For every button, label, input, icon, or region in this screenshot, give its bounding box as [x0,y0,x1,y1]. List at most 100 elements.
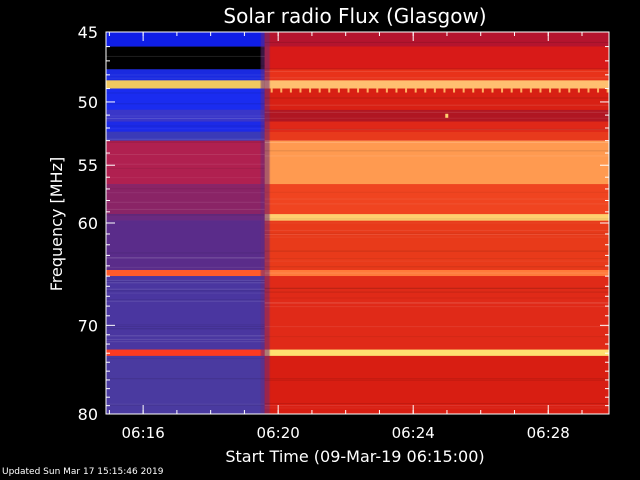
texture-streak [106,177,265,179]
band-after-12 [264,269,609,277]
interference-tick [414,88,417,93]
texture-streak [264,41,609,43]
texture-streak [106,192,265,194]
texture-streak [264,155,609,157]
band-after-14 [264,349,609,356]
texture-streak [106,128,265,130]
texture-streak [106,65,265,67]
interference-tick [376,88,379,93]
interference-tick [539,88,542,93]
texture-streak [264,128,609,130]
spike-feature [445,113,449,118]
band-before-2 [106,69,265,81]
texture-streak [106,335,265,337]
texture-streak [264,297,609,299]
texture-streak [106,115,265,117]
interference-tick [424,88,427,93]
band-before-14 [106,349,265,356]
texture-streak [264,104,609,106]
band-before-7 [106,131,265,141]
band-after-5 [264,109,609,122]
interference-tick [347,88,350,93]
interference-tick [453,88,456,93]
texture-streak [106,208,265,210]
texture-streak [264,129,609,131]
band-before-12 [106,269,265,277]
interference-tick [501,88,504,93]
texture-streak [264,287,609,289]
interference-tick [568,88,571,93]
interference-tick [318,88,321,93]
texture-streak [264,272,609,274]
interference-tick [597,88,600,93]
y-tick-label: 50 [78,93,98,112]
texture-streak [106,338,265,340]
band-after-3 [264,80,609,89]
x-tick-label: 06:20 [257,424,300,442]
texture-streak [106,103,265,105]
interference-tick [280,88,283,93]
band-before-15 [106,355,265,414]
texture-streak [106,141,265,143]
texture-streak [106,325,265,327]
y-tick-label: 80 [78,405,98,424]
band-after-1 [264,46,609,70]
texture-streak [264,77,609,79]
texture-streak [264,68,609,70]
band-before-8 [106,140,265,185]
texture-streak [264,336,609,338]
texture-streak [264,218,609,220]
texture-streak [264,222,609,224]
texture-streak [264,117,609,119]
band-before-9 [106,184,265,215]
texture-streak [106,252,265,254]
interference-tick [357,88,360,93]
texture-streak [106,257,265,259]
texture-streak [106,290,265,292]
interference-tick [309,88,312,93]
x-tick-label: 06:28 [527,424,570,442]
band-before-11 [106,220,265,270]
y-tick-label: 45 [78,23,98,42]
texture-streak [106,292,265,294]
texture-streak [264,378,609,380]
texture-streak [106,92,265,94]
texture-streak [106,378,265,380]
texture-streak [264,71,609,73]
texture-streak [264,198,609,200]
band-before-5 [106,109,265,122]
texture-streak [264,287,609,289]
band-after-4 [264,88,609,110]
texture-streak [106,404,265,406]
interference-tick [549,88,552,93]
texture-streak [106,167,265,169]
interference-tick [529,88,532,93]
texture-streak [264,139,609,141]
texture-streak [264,111,609,113]
texture-streak [106,153,265,155]
texture-streak [264,97,609,99]
interference-tick [270,88,273,93]
texture-streak [106,288,265,290]
band-before-0 [106,32,265,47]
texture-streak [106,282,265,284]
interference-tick [385,88,388,93]
texture-streak [264,233,609,235]
texture-streak [106,300,265,302]
y-tick-label: 60 [78,214,98,233]
texture-streak [106,68,265,70]
interference-tick [433,88,436,93]
band-after-11 [264,220,609,270]
texture-streak [264,260,609,262]
texture-streak [106,117,265,119]
texture-streak [106,214,265,216]
interference-tick [472,88,475,93]
y-axis-label: Frequency [MHz] [47,157,66,291]
band-after-13 [264,276,609,350]
texture-streak [264,203,609,205]
texture-streak [106,335,265,337]
y-tick-label: 70 [78,316,98,335]
interference-tick [510,88,513,93]
texture-streak [106,138,265,140]
